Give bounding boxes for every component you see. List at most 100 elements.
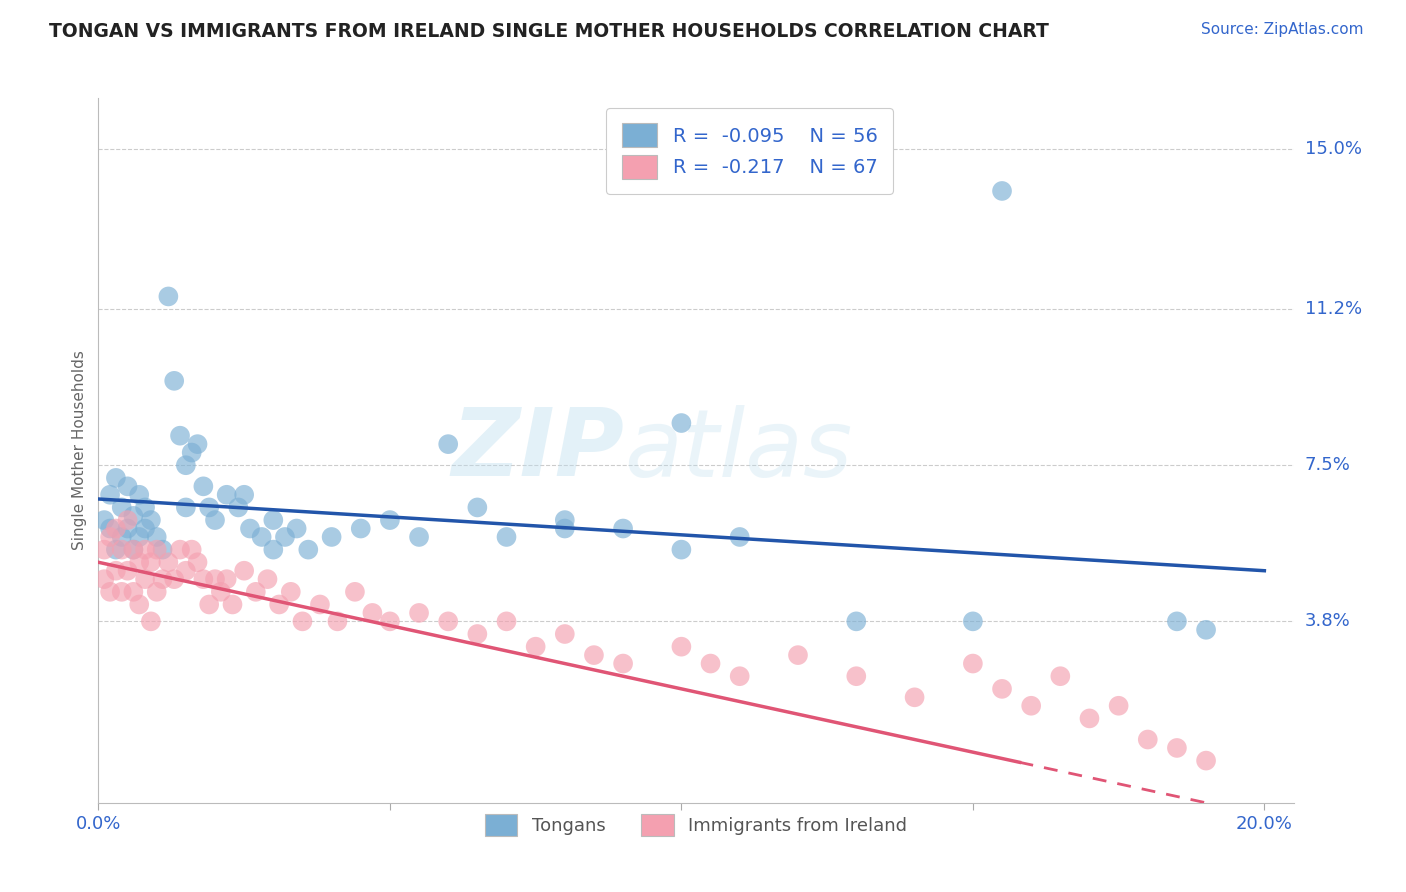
Point [245, 584, 267, 599]
Point [437, 615, 460, 629]
Point [98, 530, 121, 544]
Point [361, 606, 384, 620]
Text: 15.0%: 15.0% [1305, 140, 1361, 158]
Point [1049, 669, 1071, 683]
Point [215, 572, 238, 586]
Point [128, 555, 150, 569]
Point [209, 584, 232, 599]
Point [274, 530, 297, 544]
Point [104, 564, 127, 578]
Point [699, 657, 721, 671]
Point [309, 598, 332, 612]
Point [139, 555, 162, 569]
Point [1195, 754, 1218, 768]
Point [98, 584, 121, 599]
Point [117, 564, 139, 578]
Point [111, 500, 134, 515]
Point [845, 615, 868, 629]
Point [728, 530, 751, 544]
Point [350, 522, 373, 536]
Point [122, 584, 145, 599]
Point [671, 416, 693, 430]
Point [117, 479, 139, 493]
Point [163, 374, 186, 388]
Point [134, 572, 156, 586]
Point [163, 572, 186, 586]
Point [180, 542, 202, 557]
Point [1166, 615, 1188, 629]
Point [134, 522, 156, 536]
Point [145, 584, 167, 599]
Point [554, 627, 576, 641]
Legend: Tongans, Immigrants from Ireland: Tongans, Immigrants from Ireland [478, 806, 914, 843]
Point [193, 479, 215, 493]
Point [122, 508, 145, 523]
Point [582, 648, 605, 662]
Point [186, 555, 208, 569]
Point [233, 488, 256, 502]
Point [104, 542, 127, 557]
Point [93, 542, 115, 557]
Point [128, 488, 150, 502]
Point [215, 488, 238, 502]
Point [117, 522, 139, 536]
Point [326, 615, 349, 629]
Point [111, 530, 134, 544]
Point [174, 564, 197, 578]
Point [612, 522, 634, 536]
Point [169, 542, 191, 557]
Point [262, 513, 284, 527]
Point [204, 572, 226, 586]
Point [233, 564, 256, 578]
Text: TONGAN VS IMMIGRANTS FROM IRELAND SINGLE MOTHER HOUSEHOLDS CORRELATION CHART: TONGAN VS IMMIGRANTS FROM IRELAND SINGLE… [49, 22, 1049, 41]
Point [1166, 741, 1188, 756]
Point [128, 530, 150, 544]
Point [671, 640, 693, 654]
Point [291, 615, 314, 629]
Point [134, 542, 156, 557]
Point [467, 627, 489, 641]
Point [378, 513, 401, 527]
Text: Source: ZipAtlas.com: Source: ZipAtlas.com [1201, 22, 1364, 37]
Point [174, 500, 197, 515]
Point [903, 690, 925, 705]
Point [280, 584, 302, 599]
Point [1136, 732, 1159, 747]
Point [111, 542, 134, 557]
Point [991, 681, 1014, 696]
Point [152, 572, 174, 586]
Point [93, 572, 115, 586]
Point [262, 542, 284, 557]
Point [991, 184, 1014, 198]
Text: 7.5%: 7.5% [1305, 456, 1351, 475]
Point [198, 500, 221, 515]
Point [128, 598, 150, 612]
Point [157, 555, 180, 569]
Point [122, 542, 145, 557]
Point [186, 437, 208, 451]
Point [180, 445, 202, 459]
Text: atlas: atlas [624, 405, 852, 496]
Point [962, 615, 984, 629]
Point [408, 606, 430, 620]
Point [728, 669, 751, 683]
Point [269, 598, 291, 612]
Point [285, 522, 308, 536]
Point [1078, 711, 1101, 725]
Point [145, 530, 167, 544]
Point [221, 598, 243, 612]
Y-axis label: Single Mother Households: Single Mother Households [72, 351, 87, 550]
Point [93, 513, 115, 527]
Point [671, 542, 693, 557]
Point [139, 513, 162, 527]
Point [524, 640, 547, 654]
Point [437, 437, 460, 451]
Point [845, 669, 868, 683]
Point [117, 513, 139, 527]
Point [408, 530, 430, 544]
Point [1195, 623, 1218, 637]
Point [1108, 698, 1130, 713]
Point [554, 513, 576, 527]
Point [467, 500, 489, 515]
Point [157, 289, 180, 303]
